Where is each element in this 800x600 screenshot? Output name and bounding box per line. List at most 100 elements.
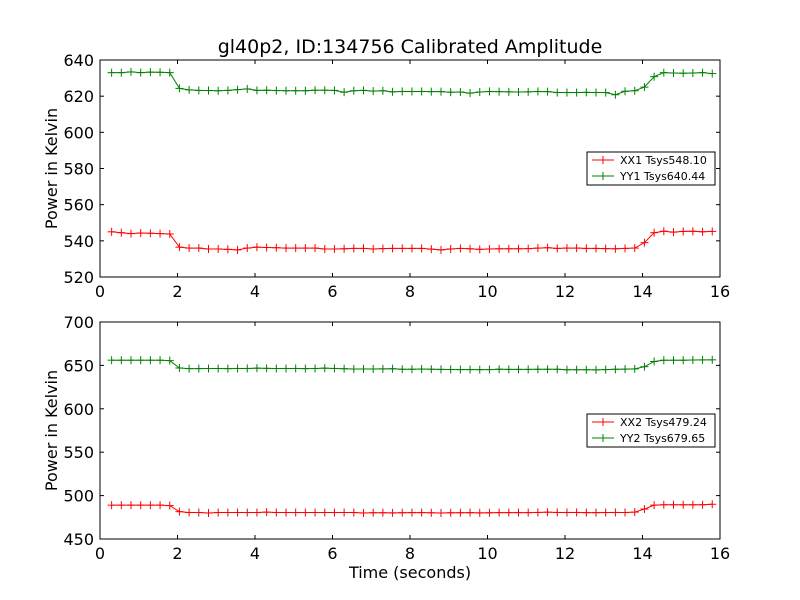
data-point (562, 88, 571, 97)
data-point (708, 227, 717, 236)
y-tick-label: 650 (63, 356, 94, 375)
data-point (407, 87, 416, 96)
data-point (659, 500, 668, 509)
data-point (252, 508, 261, 517)
data-point (349, 244, 358, 253)
data-point (127, 356, 135, 365)
data-point (456, 365, 465, 374)
y-tick-label: 500 (63, 487, 94, 506)
data-point (214, 508, 223, 517)
data-point (669, 69, 678, 78)
data-point (175, 364, 184, 373)
data-point (659, 227, 668, 236)
data-point (262, 243, 271, 252)
data-point (650, 501, 659, 510)
data-point (688, 227, 697, 236)
data-point (650, 228, 659, 237)
data-point (156, 356, 165, 365)
data-point (611, 508, 620, 517)
x-tick-label: 0 (95, 544, 105, 563)
data-point (475, 88, 484, 97)
data-point (495, 244, 504, 253)
data-point (698, 68, 707, 77)
data-point (127, 67, 135, 76)
x-axis-label: Time (seconds) (348, 563, 471, 582)
data-point (592, 365, 600, 374)
legend-label-yy2: YY2 Tsys679.65 (619, 432, 705, 445)
data-point (262, 364, 271, 373)
x-tick-label: 6 (327, 544, 337, 563)
data-point (446, 508, 455, 517)
top-legend-box (586, 151, 716, 186)
data-point (214, 244, 223, 253)
data-point (369, 508, 378, 517)
x-tick-label: 16 (710, 544, 730, 563)
y-tick-label: 620 (63, 87, 94, 106)
data-point (378, 244, 387, 253)
data-point (194, 244, 203, 253)
data-point (621, 244, 630, 253)
data-point (611, 90, 620, 99)
data-point (388, 244, 397, 253)
data-point (165, 356, 174, 365)
data-point (156, 68, 165, 77)
data-point (136, 68, 145, 77)
data-point (127, 229, 135, 238)
data-point (272, 86, 281, 95)
data-point (601, 244, 610, 253)
data-point (688, 356, 697, 365)
data-point (378, 364, 387, 373)
data-point (291, 508, 300, 517)
data-point (117, 501, 126, 510)
data-point (621, 365, 630, 374)
data-point (630, 86, 639, 95)
data-point (117, 228, 126, 237)
data-point (291, 364, 300, 373)
data-point (456, 88, 465, 97)
data-point (572, 508, 581, 517)
y-tick-label: 450 (63, 530, 94, 549)
data-point (243, 364, 252, 373)
data-point (407, 365, 416, 374)
data-point (272, 364, 281, 373)
data-point (165, 501, 174, 510)
x-tick-label: 8 (405, 282, 415, 301)
data-point (582, 508, 591, 517)
data-point (533, 244, 542, 253)
x-tick-label: 14 (632, 544, 652, 563)
data-point (349, 86, 358, 95)
data-point (165, 68, 174, 77)
data-point (533, 87, 542, 96)
data-point (669, 356, 678, 365)
data-point (466, 244, 475, 253)
data-point (398, 87, 407, 96)
data-point (659, 356, 668, 365)
data-point (708, 355, 717, 364)
data-point (495, 87, 504, 96)
data-point (185, 85, 194, 94)
data-point (659, 68, 668, 77)
data-point (533, 508, 542, 517)
data-point (592, 244, 600, 253)
y-tick-label: 600 (63, 400, 94, 419)
data-point (543, 508, 552, 517)
legend-label-xx2: XX2 Tsys479.24 (620, 416, 707, 429)
data-point (514, 508, 523, 517)
data-point (417, 244, 426, 253)
data-point (107, 227, 116, 236)
data-point (427, 245, 436, 254)
data-point (340, 244, 349, 253)
data-point (650, 357, 659, 366)
data-point (185, 364, 194, 373)
data-point (601, 365, 610, 374)
top-plot-ticks: 0 2 4 6 8 10 12 14 16 520 540 560 580 600 620 640 (63, 51, 730, 301)
y-tick-label: 560 (63, 196, 94, 215)
data-point (601, 88, 610, 97)
data-point (562, 365, 571, 374)
data-point (146, 68, 155, 77)
data-point (698, 500, 707, 509)
data-point (378, 508, 387, 517)
x-tick-label: 0 (95, 282, 105, 301)
data-point (388, 87, 397, 96)
data-point (320, 244, 329, 253)
